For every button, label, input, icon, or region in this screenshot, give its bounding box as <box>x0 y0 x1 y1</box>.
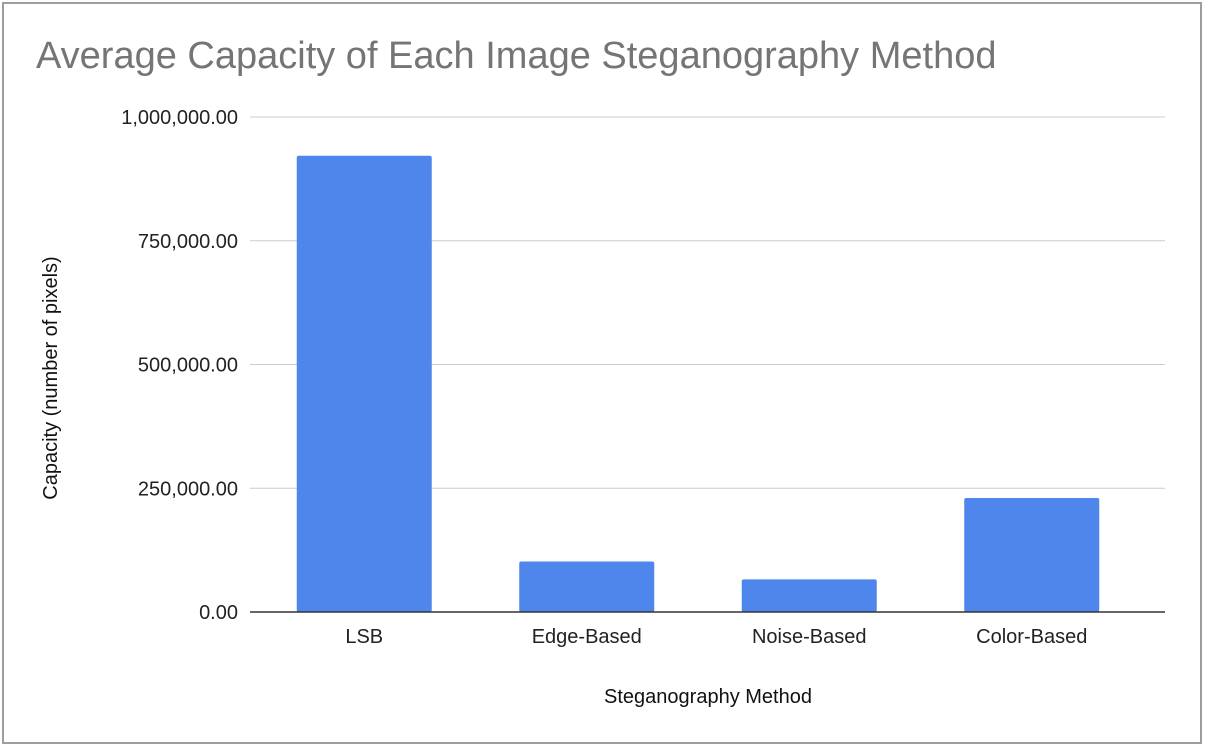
x-tick-label: LSB <box>345 626 383 648</box>
x-tick-label: Edge-Based <box>532 626 642 648</box>
bar-lsb <box>296 155 432 613</box>
y-axis-title: Capacity (number of pixels) <box>40 256 62 499</box>
y-tick-label: 500,000.00 <box>138 355 238 377</box>
x-axis-title: Steganography Method <box>604 686 812 708</box>
x-tick-label: Color-Based <box>976 626 1087 648</box>
y-tick-labels: 0.00 250,000.00 500,000.00 750,000.00 1,000,… <box>121 107 238 624</box>
y-tick-label: 1,000,000.00 <box>121 107 238 129</box>
bar-edge-based <box>519 561 655 612</box>
x-tick-label: Noise-Based <box>752 626 867 648</box>
chart-title: Average Capacity of Each Image Steganogr… <box>36 35 997 77</box>
bar-noise-based <box>741 579 877 612</box>
x-tick-labels: LSB Edge-Based Noise-Based Color-Based <box>345 626 1087 648</box>
y-tick-label: 0.00 <box>199 602 238 624</box>
y-tick-label: 250,000.00 <box>138 478 238 500</box>
y-tick-label: 750,000.00 <box>138 231 238 253</box>
bars <box>296 155 1100 613</box>
bar-color-based <box>964 497 1100 612</box>
